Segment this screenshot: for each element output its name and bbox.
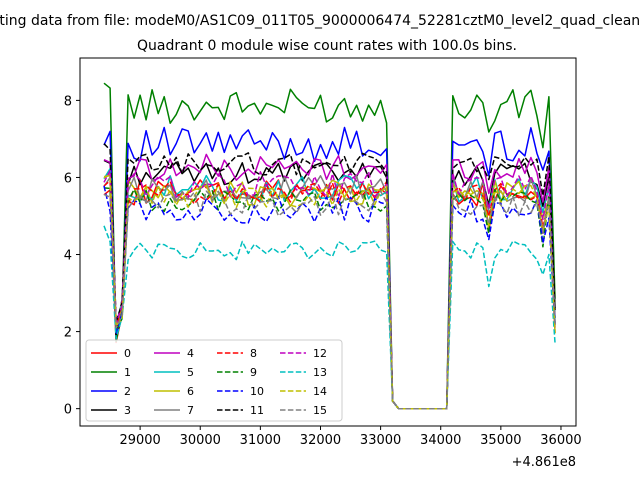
x-tick-label: 31000 (240, 433, 281, 448)
x-tick-label: 33000 (360, 433, 401, 448)
series-line-13 (103, 225, 556, 410)
legend-label: 15 (313, 404, 327, 417)
legend-label: 12 (313, 347, 327, 360)
legend-label: 8 (250, 347, 257, 360)
x-tick-label: 36000 (540, 433, 581, 448)
series-line-10 (103, 185, 556, 410)
legend-label: 10 (250, 385, 264, 398)
y-tick-label: 0 (64, 403, 72, 418)
legend-label: 7 (187, 404, 194, 417)
axes-frame (79, 57, 577, 427)
series-layer (103, 82, 556, 410)
series-line-11 (103, 143, 556, 410)
legend-label: 11 (250, 404, 264, 417)
y-axis: 0 2 4 6 8 (64, 94, 80, 418)
series-line-4 (103, 153, 556, 410)
series-line-15 (103, 190, 556, 410)
legend-box (85, 339, 343, 422)
x-offset-label: +4.861e8 (512, 455, 576, 470)
series-line-12 (103, 169, 556, 410)
series-line-2 (103, 126, 556, 410)
x-tick-label: 32000 (300, 433, 341, 448)
y-tick-label: 2 (64, 326, 72, 341)
y-tick-label: 8 (64, 94, 72, 109)
x-tick-label: 30000 (180, 433, 221, 448)
series-line-3 (103, 159, 556, 410)
legend-label: 6 (187, 385, 194, 398)
x-tick-label: 29000 (119, 433, 160, 448)
chart-title: Quadrant 0 module wise count rates with … (137, 38, 517, 54)
legend-label: 14 (313, 385, 327, 398)
series-line-8 (103, 179, 556, 410)
suptitle: Plotting data from file: modeM0/AS1C09_0… (0, 13, 640, 29)
legend-label: 0 (124, 347, 131, 360)
legend-label: 3 (124, 404, 131, 417)
y-tick-label: 4 (64, 249, 72, 264)
legend-label: 1 (124, 366, 131, 379)
legend-label: 4 (187, 347, 194, 360)
y-tick-label: 6 (64, 171, 72, 186)
legend-label: 9 (250, 366, 257, 379)
legend-label: 2 (124, 385, 131, 398)
x-tick-label: 34000 (420, 433, 461, 448)
x-tick-label: 35000 (480, 433, 521, 448)
plot-area (79, 57, 577, 427)
x-axis: 29000 30000 31000 32000 33000 34000 35000 36000 (119, 426, 582, 448)
series-line-1 (103, 82, 556, 410)
legend-label: 5 (187, 366, 194, 379)
legend-label: 13 (313, 366, 327, 379)
